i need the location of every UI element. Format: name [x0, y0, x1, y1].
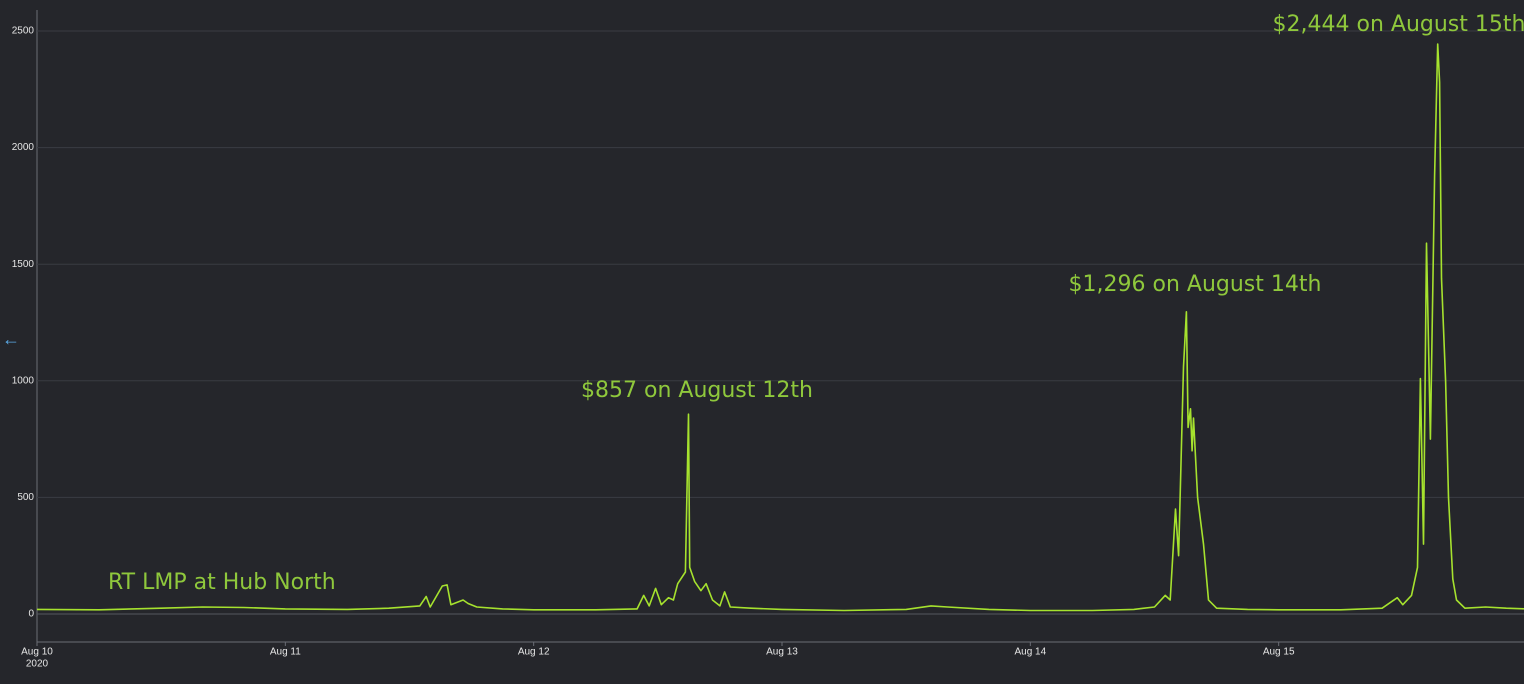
y-tick-label: 2500 [12, 26, 35, 37]
y-tick-label: 1500 [12, 259, 35, 270]
annotation: $857 on August 12th [581, 378, 813, 403]
y-tick-label: 500 [17, 492, 34, 503]
nav-arrow[interactable]: ← [2, 329, 20, 349]
x-tick-label: Aug 14 [1014, 647, 1046, 658]
x-tick-year: 2020 [26, 659, 49, 670]
x-tick-label: Aug 11 [270, 647, 301, 658]
y-tick-label: 2000 [12, 142, 35, 153]
x-tick-label: Aug 13 [766, 647, 798, 658]
x-tick-label: Aug 15 [1263, 647, 1295, 658]
annotation: RT LMP at Hub North [108, 570, 336, 595]
y-tick-label: 1000 [12, 375, 35, 386]
price-line [36, 43, 1524, 612]
x-tick-label: Aug 12 [518, 647, 550, 658]
x-tick-label: Aug 10 [21, 647, 53, 658]
annotation: $1,296 on August 14th [1069, 272, 1322, 297]
annotation: $2,444 on August 15th [1273, 12, 1524, 37]
y-tick-label: 0 [28, 609, 34, 620]
